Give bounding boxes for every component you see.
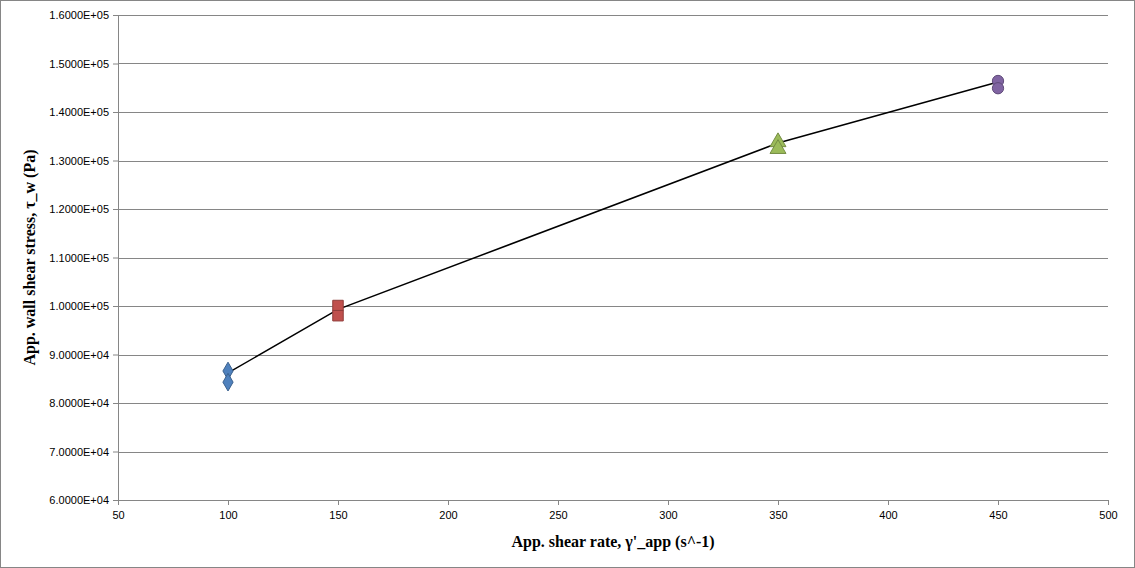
y-tick-label: 1.3000E+05 <box>49 155 109 167</box>
y-tick-label: 1.6000E+05 <box>49 9 109 21</box>
x-tick-label: 200 <box>439 509 457 521</box>
x-tick: 450 <box>989 500 1007 521</box>
grid-line <box>118 209 1108 210</box>
x-tick: 50 <box>112 500 124 521</box>
y-tick-mark <box>113 209 118 210</box>
x-tick: 350 <box>769 500 787 521</box>
grid-line <box>118 15 1108 16</box>
series <box>992 75 1003 94</box>
y-tick: 9.0000E+04 <box>49 349 118 361</box>
y-tick-label: 8.0000E+04 <box>49 397 109 409</box>
x-tick-mark <box>448 500 449 505</box>
x-tick: 300 <box>659 500 677 521</box>
x-tick-label: 150 <box>329 509 347 521</box>
x-tick-label: 400 <box>879 509 897 521</box>
y-axis-line <box>113 16 119 501</box>
y-tick-label: 6.0000E+04 <box>49 494 109 506</box>
x-tick: 400 <box>879 500 897 521</box>
y-tick-label: 9.0000E+04 <box>49 349 109 361</box>
marks <box>223 75 1004 391</box>
y-axis-title: App. wall shear stress, τ_w (Pa) <box>21 149 39 365</box>
series <box>228 82 998 373</box>
grid-line <box>118 403 1108 404</box>
grid-line <box>118 112 1108 113</box>
y-tick-mark <box>113 306 118 307</box>
x-tick-label: 350 <box>769 509 787 521</box>
x-tick-mark <box>558 500 559 505</box>
x-tick-mark <box>998 500 999 505</box>
marker <box>333 310 343 320</box>
chart-frame <box>1 1 1135 568</box>
grid-line <box>118 355 1108 356</box>
y-tick-mark <box>113 452 118 453</box>
x-tick-mark <box>778 500 779 505</box>
plot: 6.0000E+04 7.0000E+04 8.0000E+04 9.0000E+04… <box>49 9 1117 521</box>
series <box>223 362 233 391</box>
x-tick-mark <box>338 500 339 505</box>
x-tick-mark <box>668 500 669 505</box>
x-tick-label: 100 <box>219 509 237 521</box>
y-tick-label: 1.1000E+05 <box>49 252 109 264</box>
grid-line <box>118 161 1108 162</box>
y-tick: 1.4000E+05 <box>49 106 118 118</box>
x-tick-mark <box>118 500 119 505</box>
series <box>333 300 343 321</box>
grid-line <box>118 452 1108 453</box>
x-tick-mark <box>888 500 889 505</box>
grid-line <box>118 63 1108 64</box>
grid <box>118 16 1108 501</box>
y-tick: 1.2000E+05 <box>49 203 118 215</box>
marker <box>333 300 343 310</box>
grid-line <box>118 258 1108 259</box>
x-tick: 250 <box>549 500 567 521</box>
y-tick-mark <box>113 112 118 113</box>
y-tick: 6.0000E+04 <box>49 494 118 506</box>
x-tick: 100 <box>219 500 237 521</box>
y-tick: 1.6000E+05 <box>49 9 118 21</box>
y-tick-mark <box>113 355 118 356</box>
x-tick-label: 450 <box>989 509 1007 521</box>
grid-line <box>118 306 1108 307</box>
x-tick-mark <box>1108 500 1109 505</box>
y-tick-label: 1.5000E+05 <box>49 58 109 70</box>
marker <box>223 373 233 391</box>
y-tick: 1.3000E+05 <box>49 155 118 167</box>
y-tick: 1.0000E+05 <box>49 300 118 312</box>
line <box>228 82 998 373</box>
x-axis-line <box>119 501 1109 506</box>
x-tick: 200 <box>439 500 457 521</box>
y-tick: 7.0000E+04 <box>49 446 118 458</box>
y-tick: 1.1000E+05 <box>49 252 118 264</box>
y-tick: 8.0000E+04 <box>49 397 118 409</box>
y-axis: 6.0000E+04 7.0000E+04 8.0000E+04 9.0000E+04… <box>49 9 118 506</box>
y-tick-mark <box>113 258 118 259</box>
marker <box>770 140 786 154</box>
series <box>770 133 786 154</box>
x-tick: 500 <box>1099 500 1117 521</box>
x-tick-label: 500 <box>1099 509 1117 521</box>
y-tick-label: 1.0000E+05 <box>49 300 109 312</box>
y-tick-mark <box>113 64 118 65</box>
chart: 6.0000E+04 7.0000E+04 8.0000E+04 9.0000E+04… <box>0 0 1135 568</box>
x-axis-title: App. shear rate, γ'_app (s^-1) <box>511 533 714 551</box>
y-tick-mark <box>113 161 118 162</box>
x-tick-label: 50 <box>112 509 124 521</box>
y-tick-label: 1.2000E+05 <box>49 203 109 215</box>
y-tick-label: 1.4000E+05 <box>49 106 109 118</box>
y-tick-mark <box>113 15 118 16</box>
x-axis: 50 100 150 200 250 300 350 400 450 500 <box>112 500 1117 521</box>
y-tick-mark <box>113 500 118 501</box>
x-tick: 150 <box>329 500 347 521</box>
marker <box>992 83 1003 94</box>
y-tick-label: 7.0000E+04 <box>49 446 109 458</box>
y-tick: 1.5000E+05 <box>49 58 118 70</box>
x-tick-label: 300 <box>659 509 677 521</box>
x-tick-mark <box>228 500 229 505</box>
y-tick-mark <box>113 403 118 404</box>
x-tick-label: 250 <box>549 509 567 521</box>
